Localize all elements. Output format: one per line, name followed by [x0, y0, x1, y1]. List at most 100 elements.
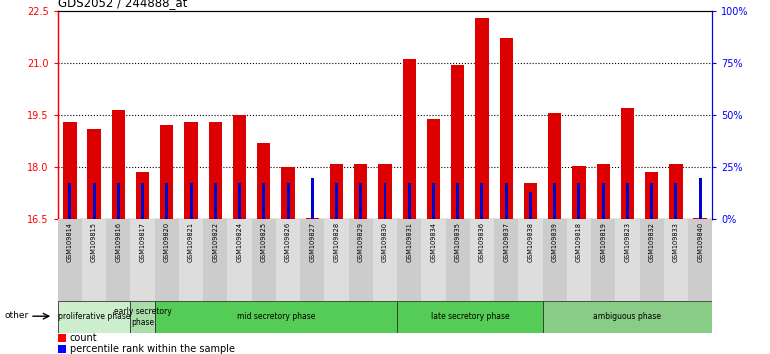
Text: GSM109823: GSM109823 — [624, 222, 631, 262]
Text: GSM109828: GSM109828 — [333, 222, 340, 262]
Bar — [130, 301, 155, 333]
Text: other: other — [5, 311, 28, 320]
Text: GSM109822: GSM109822 — [213, 222, 219, 262]
Bar — [650, 183, 653, 219]
Bar — [403, 59, 416, 219]
Bar — [494, 219, 518, 301]
Bar — [432, 183, 435, 219]
Text: mid secretory phase: mid secretory phase — [236, 312, 315, 321]
Bar — [130, 219, 155, 301]
Text: GSM109830: GSM109830 — [382, 222, 388, 262]
Text: count: count — [69, 333, 97, 343]
Bar — [63, 122, 76, 219]
Bar — [373, 219, 397, 301]
Bar — [500, 39, 513, 219]
Bar — [543, 301, 712, 333]
Bar — [698, 178, 701, 219]
Bar — [227, 219, 252, 301]
Bar — [58, 345, 66, 353]
Bar — [354, 164, 367, 219]
Text: GSM109815: GSM109815 — [91, 222, 97, 262]
Bar — [209, 122, 222, 219]
Text: GSM109831: GSM109831 — [407, 222, 412, 262]
Text: GSM109837: GSM109837 — [504, 222, 509, 262]
Bar — [669, 164, 682, 219]
Bar — [155, 219, 179, 301]
Bar — [179, 219, 203, 301]
Bar — [311, 178, 313, 219]
Bar — [591, 219, 615, 301]
Bar — [397, 301, 543, 333]
Bar — [106, 219, 130, 301]
Text: GSM109814: GSM109814 — [67, 222, 73, 262]
Bar — [383, 183, 387, 219]
Bar — [166, 183, 169, 219]
Bar — [92, 183, 95, 219]
Text: GSM109818: GSM109818 — [576, 222, 582, 262]
Text: GSM109824: GSM109824 — [236, 222, 243, 262]
Text: GSM109834: GSM109834 — [430, 222, 437, 262]
Text: GSM109816: GSM109816 — [116, 222, 122, 262]
Bar — [408, 183, 410, 219]
Bar — [543, 219, 567, 301]
Bar — [645, 172, 658, 219]
Text: GSM109821: GSM109821 — [188, 222, 194, 262]
Bar — [470, 219, 494, 301]
Bar — [626, 183, 629, 219]
Bar — [349, 219, 373, 301]
Bar — [300, 219, 324, 301]
Bar — [675, 183, 678, 219]
Bar — [252, 219, 276, 301]
Bar — [286, 183, 290, 219]
Bar — [621, 108, 634, 219]
Bar — [601, 183, 604, 219]
Text: GSM109835: GSM109835 — [455, 222, 460, 262]
Bar — [214, 183, 217, 219]
Bar — [184, 122, 198, 219]
Text: GSM109826: GSM109826 — [285, 222, 291, 262]
Bar — [88, 129, 101, 219]
Bar — [58, 301, 130, 333]
Bar — [238, 183, 241, 219]
Bar — [306, 218, 319, 219]
Bar — [69, 183, 72, 219]
Text: GSM109819: GSM109819 — [600, 222, 606, 262]
Bar — [203, 219, 227, 301]
Text: percentile rank within the sample: percentile rank within the sample — [69, 344, 235, 354]
Bar — [688, 219, 712, 301]
Bar — [446, 219, 470, 301]
Bar — [360, 183, 362, 219]
Bar — [480, 183, 484, 219]
Bar — [141, 183, 144, 219]
Bar — [397, 219, 421, 301]
Text: GSM109820: GSM109820 — [164, 222, 170, 262]
Bar — [58, 334, 66, 342]
Text: GSM109839: GSM109839 — [551, 222, 557, 262]
Bar — [117, 183, 120, 219]
Bar — [324, 219, 349, 301]
Text: GSM109817: GSM109817 — [139, 222, 146, 262]
Text: GSM109832: GSM109832 — [648, 222, 654, 262]
Bar — [553, 183, 556, 219]
Bar — [155, 301, 397, 333]
Bar — [597, 164, 610, 219]
Text: GDS2052 / 244888_at: GDS2052 / 244888_at — [58, 0, 187, 10]
Text: GSM109825: GSM109825 — [261, 222, 266, 262]
Text: GSM109829: GSM109829 — [358, 222, 363, 262]
Bar — [136, 172, 149, 219]
Bar — [615, 219, 640, 301]
Text: early secretory
phase: early secretory phase — [114, 307, 172, 326]
Bar — [276, 219, 300, 301]
Bar — [263, 183, 265, 219]
Text: ambiguous phase: ambiguous phase — [594, 312, 661, 321]
Bar — [189, 183, 192, 219]
Text: GSM109836: GSM109836 — [479, 222, 485, 262]
Bar — [335, 183, 338, 219]
Bar — [578, 183, 581, 219]
Text: late secretory phase: late secretory phase — [430, 312, 509, 321]
Bar — [233, 115, 246, 219]
Bar — [694, 218, 707, 219]
Bar — [457, 183, 459, 219]
Bar — [572, 166, 586, 219]
Text: GSM109827: GSM109827 — [310, 222, 315, 262]
